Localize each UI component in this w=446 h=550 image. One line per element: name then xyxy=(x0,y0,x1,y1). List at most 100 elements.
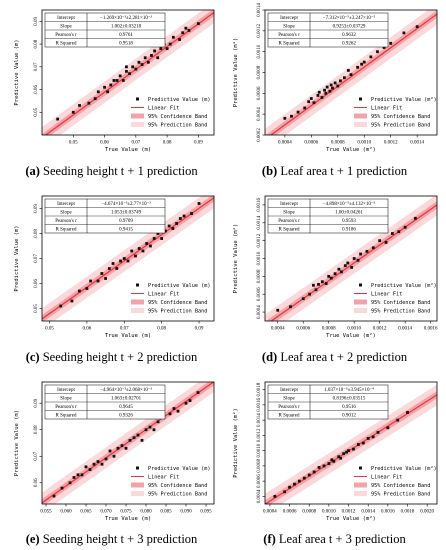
y-tick-label: 0.0006 xyxy=(257,474,262,488)
data-point xyxy=(187,29,191,32)
legend-marker-points xyxy=(136,466,139,470)
data-point xyxy=(324,282,328,285)
chart-panel-b: 0.0004 0.0006 0.0008 0.0010 0.0012 0.0014 True… xyxy=(232,3,438,153)
data-point xyxy=(396,418,400,422)
stats-table: Intercept −4.674×10⁻³±2.77×10⁻³ Slope 1.053… xyxy=(44,198,166,234)
data-point xyxy=(273,494,277,498)
stats-value: −4.674×10⁻³±2.77×10⁻³ xyxy=(101,201,151,207)
legend: Predictive Value (m) Linear Fit 95% Confid… xyxy=(131,283,210,315)
data-point xyxy=(346,69,350,72)
y-axis: 0.06 0.07 0.08 0.09 Predictive Value (m) xyxy=(14,398,42,487)
stats-value: 0.9593 xyxy=(342,219,356,224)
data-point xyxy=(116,446,120,450)
chart-panel-f: 0.0004 0.0006 0.0008 0.0010 0.0012 0.0014 0.00… xyxy=(232,381,438,522)
stats-label: Pearson's r xyxy=(55,33,77,38)
legend-label: Predictive Value (m²) xyxy=(371,466,437,472)
data-point xyxy=(160,237,164,240)
data-point xyxy=(331,86,334,90)
data-point xyxy=(137,60,141,64)
data-point xyxy=(336,84,340,88)
legend-marker-confidence xyxy=(354,113,367,119)
data-point xyxy=(312,283,315,287)
x-axis: 0.05 0.06 0.07 0.08 0.09 True Value (m) xyxy=(45,321,204,339)
y-tick-label: 0.0014 xyxy=(257,413,262,427)
chart-panel-e: 0.055 0.060 0.065 0.070 0.075 0.080 0.085 0.090… xyxy=(14,381,215,522)
data-point xyxy=(156,232,160,235)
legend: Predictive Value (m) Linear Fit 95% Confid… xyxy=(131,97,210,129)
linear-fit-line xyxy=(269,13,437,135)
stats-label: Slope xyxy=(60,25,72,30)
plot-frame xyxy=(41,381,215,505)
data-point xyxy=(415,25,419,29)
data-point xyxy=(329,83,333,87)
data-point xyxy=(156,420,160,424)
stats-value: 0.9516 xyxy=(342,405,356,410)
y-tick-label: 0.08 xyxy=(34,425,39,434)
stats-value: 0.9253±0.03729 xyxy=(333,25,366,30)
y-tick-label: 0.0010 xyxy=(257,44,262,58)
stats-value: 0.9326 xyxy=(119,414,133,419)
legend-label: Predictive Value (m) xyxy=(148,97,210,103)
data-point xyxy=(148,425,152,429)
data-point xyxy=(184,26,188,30)
y-axis: 0.05 0.06 0.07 0.08 0.09 Predictive Value (m) xyxy=(14,204,42,313)
x-axis-label: True Value (m) xyxy=(105,516,151,522)
legend-marker-prediction xyxy=(354,308,367,313)
y-tick-label: 0.09 xyxy=(34,16,39,25)
x-tick-label: 0.0012 xyxy=(342,510,356,515)
legend-label: Linear Fit xyxy=(148,292,179,298)
linear-fit-line xyxy=(42,197,214,320)
legend: Predictive Value (m²) Linear Fit 95% Confi… xyxy=(354,283,437,315)
data-point xyxy=(172,407,176,410)
prediction-band xyxy=(265,196,437,321)
data-point xyxy=(100,462,104,466)
legend-label: 95% Prediction Band xyxy=(371,492,430,498)
plot-area xyxy=(42,196,214,321)
data-point xyxy=(323,88,326,92)
stats-label: Pearson's r xyxy=(55,405,77,410)
confidence-band xyxy=(265,10,437,135)
legend-label: 95% Confidence Band xyxy=(371,483,430,489)
data-point xyxy=(289,305,292,309)
x-tick-label: 0.0014 xyxy=(410,141,424,146)
data-point xyxy=(365,249,369,253)
y-tick-label: 0.0004 xyxy=(257,107,262,121)
data-point xyxy=(324,91,328,95)
legend-marker-points xyxy=(136,283,139,287)
x-tick-label: 0.05 xyxy=(45,327,54,332)
legend-label: Linear Fit xyxy=(371,106,402,112)
caption-e: (e) Seeding height t + 3 prediction xyxy=(25,532,198,546)
data-point xyxy=(346,261,350,265)
data-point xyxy=(276,308,280,312)
data-point xyxy=(327,274,331,278)
data-point xyxy=(303,106,307,110)
data-point xyxy=(112,79,116,82)
y-tick-label: 0.0004 xyxy=(257,305,262,319)
stats-label: R Squared xyxy=(56,414,77,419)
data-point xyxy=(190,212,193,215)
y-tick-label: 0.0006 xyxy=(257,287,262,301)
x-tick-label: 0.0016 xyxy=(424,327,438,332)
data-point xyxy=(397,230,401,234)
data-point xyxy=(80,473,84,477)
data-point xyxy=(131,65,135,69)
stats-label: Slope xyxy=(283,211,295,216)
data-point xyxy=(104,457,108,461)
x-tick-label: 0.0004 xyxy=(271,327,285,332)
x-tick-label: 0.0006 xyxy=(304,141,318,146)
legend-label: Predictive Value (m²) xyxy=(371,283,437,289)
data-point xyxy=(337,267,341,271)
x-axis: 0.055 0.060 0.065 0.070 0.075 0.080 0.085 0.090… xyxy=(40,504,212,522)
data-point xyxy=(317,466,321,469)
x-axis: 0.05 0.06 0.07 0.08 0.09 True Value (m) xyxy=(69,135,203,153)
stats-value: 1.037×10⁻⁵±3.945×10⁻⁴ xyxy=(324,387,374,393)
x-tick-label: 0.055 xyxy=(40,510,52,515)
x-axis-label: True Value (m²) xyxy=(326,146,376,153)
y-tick-label: 0.0008 xyxy=(257,65,262,79)
x-axis: 0.0004 0.0006 0.0008 0.0010 0.0012 0.0014 0.00… xyxy=(271,321,438,339)
legend-marker-points xyxy=(359,283,362,287)
data-point xyxy=(70,299,74,303)
data-point xyxy=(343,264,347,268)
legend-label: Predictive Value (m²) xyxy=(371,97,437,103)
data-point xyxy=(84,465,88,469)
